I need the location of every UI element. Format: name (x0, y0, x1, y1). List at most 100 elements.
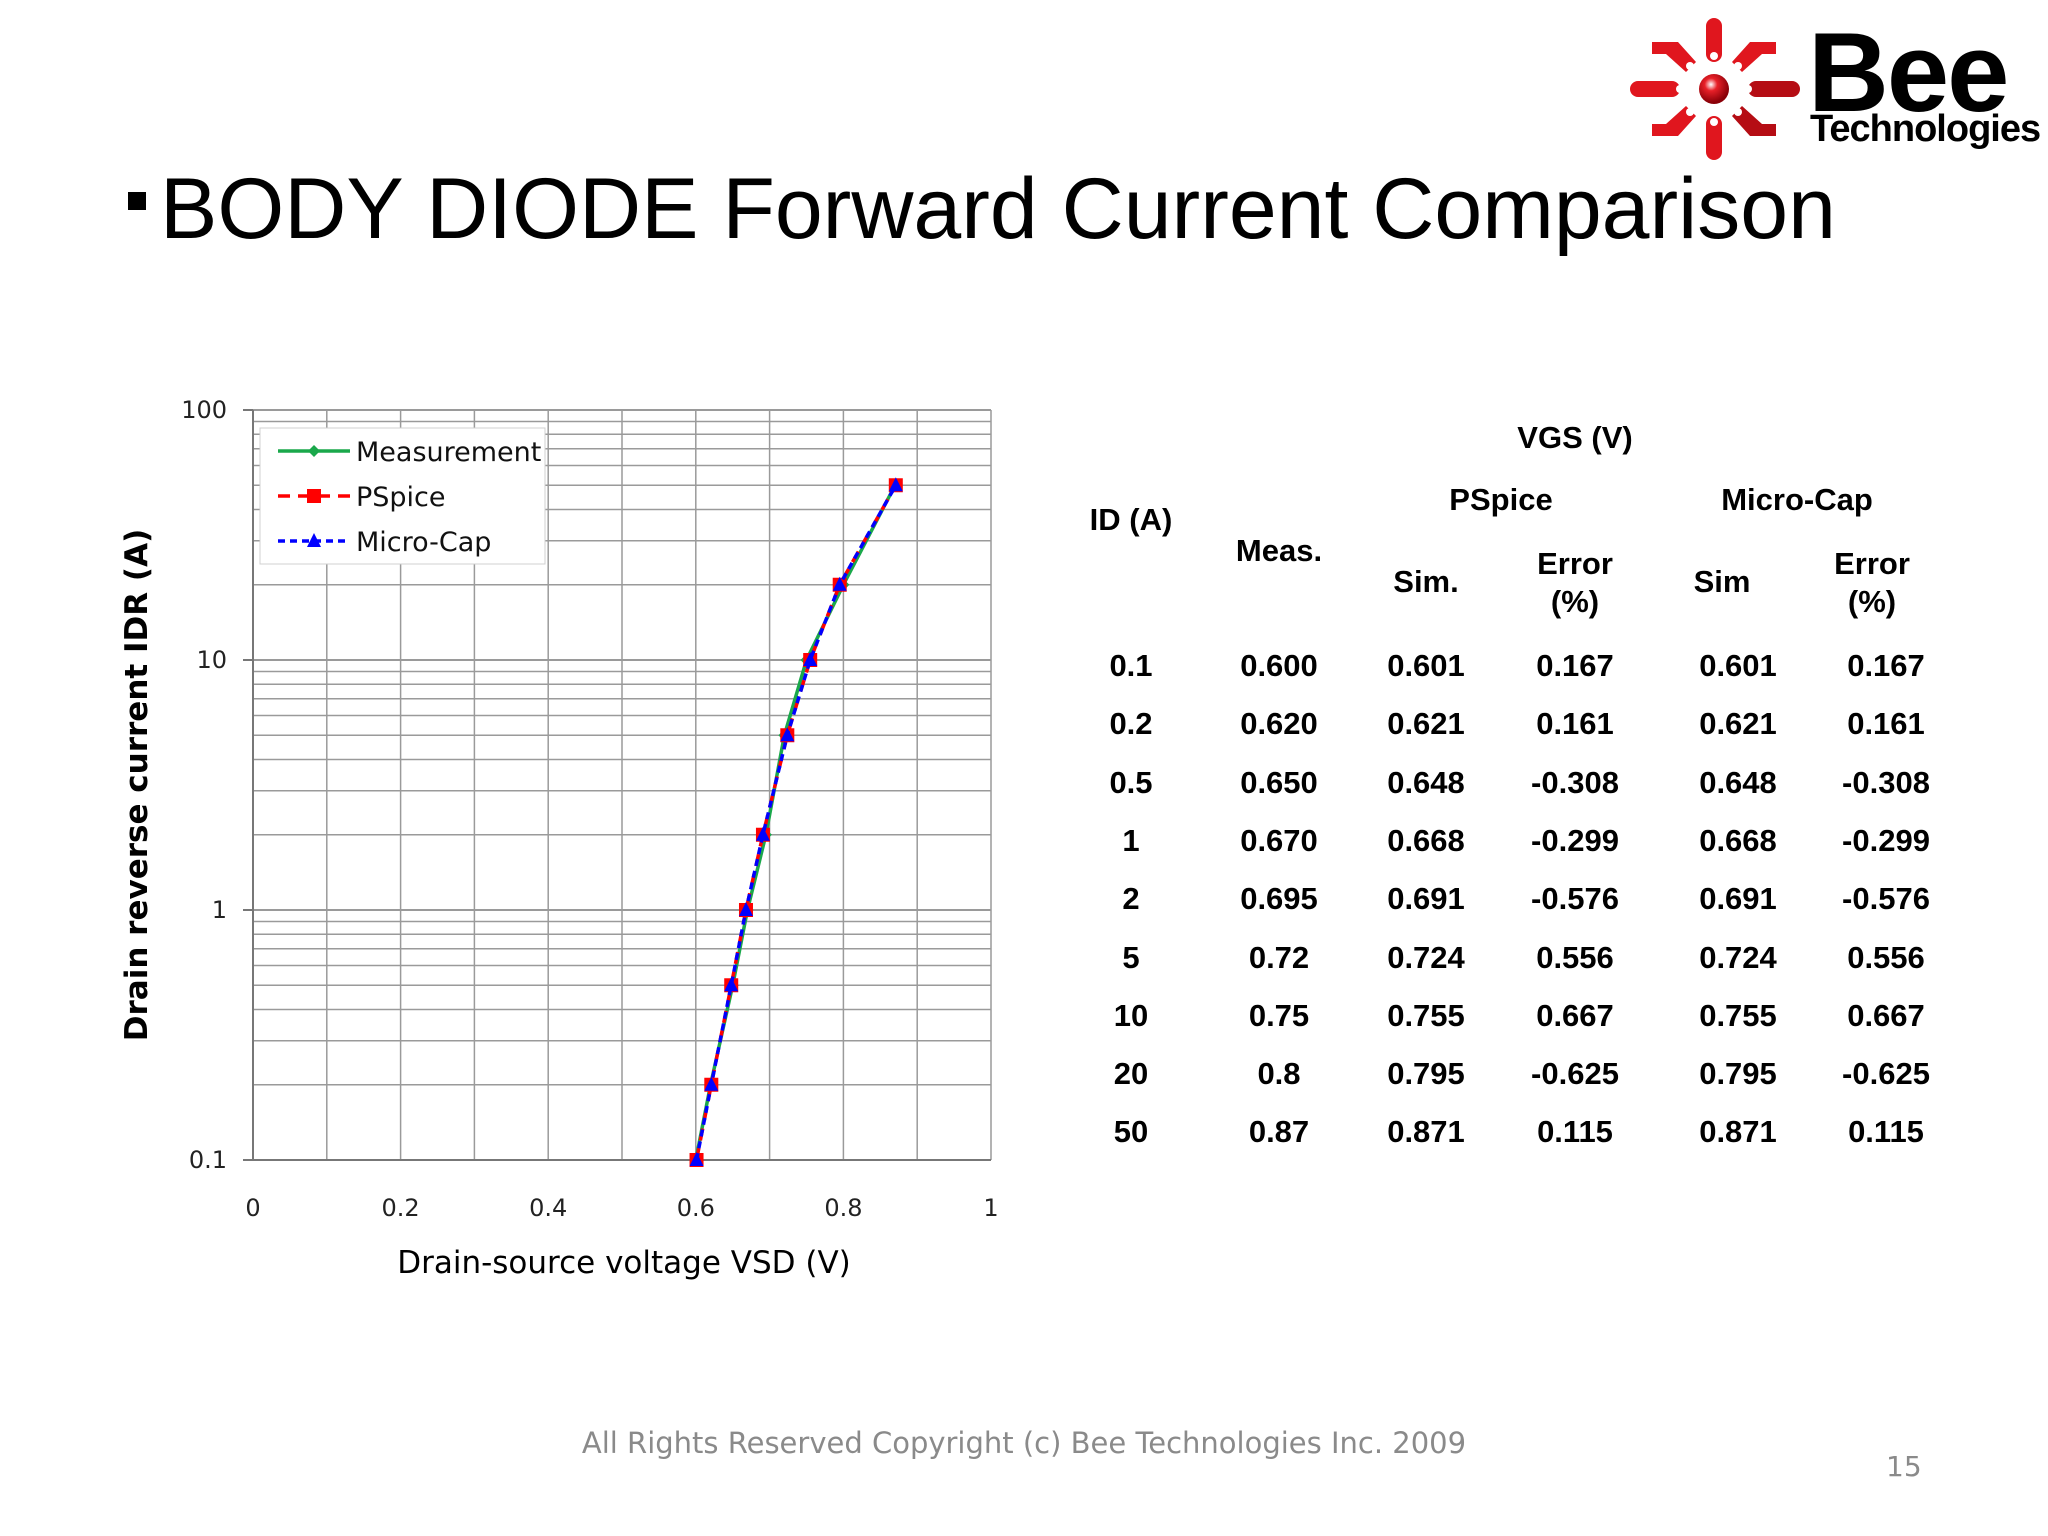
table-cell: 0.1 (1109, 648, 1153, 683)
legend-label: Micro-Cap (356, 527, 491, 558)
table-cell: 0.2 (1109, 706, 1153, 742)
data-point-triangle (307, 533, 321, 547)
table-cell: 0.161 (1536, 706, 1614, 742)
table-cell: 0.161 (1847, 706, 1925, 742)
table-cell: -0.576 (1531, 881, 1619, 917)
table-cell: 0.556 (1536, 939, 1614, 975)
y-tick-label: 10 (196, 646, 227, 674)
data-point-triangle (832, 576, 847, 591)
table-cell: 0.621 (1387, 706, 1465, 742)
y-axis-label: Drain reverse current IDR (A) (119, 529, 155, 1042)
microcap-sim-header: Sim (1693, 564, 1751, 599)
logo-burst-icon (1630, 18, 1800, 160)
pspice-error-unit: (%) (1550, 584, 1600, 619)
data-point-triangle (780, 727, 795, 742)
table-cell: 10 (1113, 997, 1149, 1033)
copyright-footer: All Rights Reserved Copyright (c) Bee Te… (581, 1426, 1467, 1460)
table-cell: 0.5 (1109, 764, 1153, 800)
data-point-triangle (724, 977, 739, 992)
table-cell: 2 (1122, 881, 1140, 917)
table-cell: -0.625 (1531, 1056, 1619, 1092)
title-bullet (128, 192, 146, 210)
x-tick-label: 0.6 (677, 1194, 715, 1222)
page-number: 15 (1886, 1450, 1922, 1483)
table-cell: 0.648 (1387, 764, 1465, 800)
y-tick-label: 100 (181, 396, 227, 424)
table-cell: 0.601 (1387, 648, 1465, 683)
table-cell: 20 (1113, 1056, 1149, 1092)
microcap-error-header: Error (1834, 546, 1910, 581)
chart-series (689, 477, 903, 1167)
table-cell: 0.87 (1248, 1114, 1310, 1150)
data-point-triangle (704, 1076, 719, 1091)
table-cell: 0.724 (1387, 939, 1465, 975)
data-point-triangle (738, 902, 753, 916)
y-tick-label: 0.1 (189, 1146, 227, 1174)
table-cell: 0.75 (1248, 997, 1310, 1033)
logo-subtitle: Technologies (1810, 108, 2041, 150)
chart-legend: Measurement PSpice Micro-Cap (259, 427, 546, 565)
x-tick-label: 1 (983, 1194, 998, 1222)
data-point-square (307, 489, 321, 503)
table-cell: -0.299 (1531, 822, 1619, 858)
table-cell: 0.668 (1387, 822, 1465, 858)
table-cell: 0.670 (1240, 822, 1318, 858)
table-cell: 0.871 (1387, 1114, 1465, 1150)
y-tick-label: 1 (212, 896, 227, 924)
table-cell: 50 (1113, 1114, 1149, 1150)
data-point-triangle (803, 652, 818, 666)
table-cell: 0.755 (1387, 997, 1465, 1033)
data-point-triangle (888, 477, 903, 492)
chart-ticks: 0 0.2 0.4 0.6 0.8 1 0.1 1 10 100 (181, 396, 998, 1222)
x-tick-label: 0.2 (382, 1194, 420, 1222)
table-cell: -0.308 (1531, 764, 1619, 800)
microcap-error-unit: (%) (1847, 584, 1897, 619)
x-tick-label: 0.4 (529, 1194, 567, 1222)
table-cell: -0.299 (1842, 822, 1930, 858)
series-line-measurement (694, 484, 897, 1161)
table-cell: 0.691 (1699, 881, 1777, 917)
table-cell: 0.115 (1537, 1114, 1613, 1150)
table-cell: 0.691 (1387, 881, 1465, 917)
data-point-diamond (308, 445, 320, 457)
table-cell: 0.556 (1847, 939, 1925, 975)
legend-label: Measurement (356, 437, 541, 468)
table-cell: 0.620 (1240, 706, 1318, 742)
series-line-pspice (694, 484, 898, 1161)
table-cell: 0.871 (1699, 1114, 1777, 1150)
id-header: ID (A) (1089, 502, 1173, 537)
vgs-header: VGS (V) (1517, 420, 1633, 455)
table-cell: 0.695 (1240, 881, 1318, 917)
table-cell: 0.601 (1699, 648, 1777, 683)
meas-header: Meas. (1235, 533, 1323, 568)
table-cell: 0.667 (1847, 997, 1925, 1033)
table-cell: 0.167 (1536, 648, 1614, 683)
company-logo (1630, 14, 1800, 164)
pspice-sim-header: Sim. (1393, 564, 1459, 599)
table-cell: 0.755 (1699, 997, 1777, 1033)
x-axis-label: Drain-source voltage VSD (V) (397, 1245, 851, 1281)
table-cell: 0.668 (1699, 822, 1777, 858)
table-cell: -0.625 (1842, 1056, 1930, 1092)
slide-title: BODY DIODE Forward Current Comparison (160, 161, 1836, 257)
x-tick-label: 0.8 (824, 1194, 862, 1222)
data-point-triangle (755, 826, 770, 841)
legend-label: PSpice (356, 482, 446, 513)
table-cell: 1 (1122, 822, 1140, 858)
table-cell: 5 (1122, 939, 1140, 975)
table-cell: 0.72 (1248, 939, 1310, 975)
iv-chart: 0 0.2 0.4 0.6 0.8 1 0.1 1 10 100 Measurement PSpic… (119, 396, 999, 1281)
table-cell: 0.621 (1699, 706, 1777, 742)
pspice-error-header: Error (1537, 546, 1613, 581)
table-cell: 0.115 (1848, 1114, 1924, 1150)
table-cell: -0.576 (1842, 881, 1930, 917)
pspice-header: PSpice (1449, 482, 1553, 517)
table-cell: -0.308 (1842, 764, 1930, 800)
x-tick-label: 0 (245, 1194, 260, 1222)
series-line-micro-cap (694, 484, 898, 1161)
data-point-triangle (689, 1152, 704, 1166)
table-cell: 0.600 (1240, 648, 1318, 683)
table-cell: 0.795 (1699, 1056, 1777, 1092)
table-cell: 0.724 (1699, 939, 1777, 975)
table-cell: 0.167 (1847, 648, 1925, 683)
